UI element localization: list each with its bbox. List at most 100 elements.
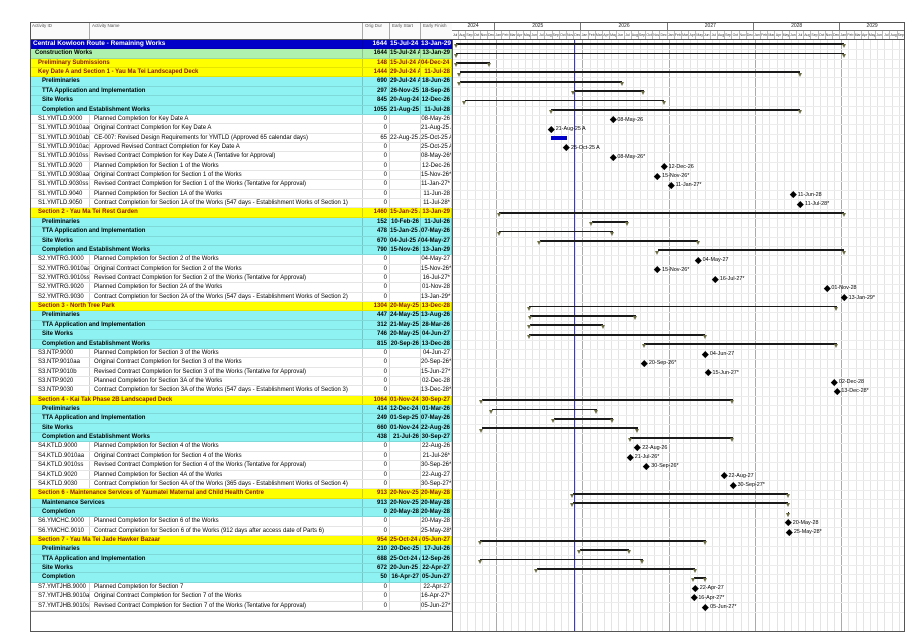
- summary-bar[interactable]: [573, 90, 644, 92]
- table-row[interactable]: S1.YMTLD.9040 Planned Completion for Sect…: [30, 189, 452, 200]
- table-row[interactable]: Construction Works 1644 15-Jul-24 A 13-Jan-…: [30, 49, 452, 59]
- summary-bar[interactable]: [788, 511, 790, 514]
- table-row[interactable]: Preliminaries 152 10-Feb-26 11-Jul-26: [30, 217, 452, 228]
- summary-bar[interactable]: [481, 427, 638, 430]
- summary-bar[interactable]: [657, 249, 845, 252]
- table-row[interactable]: Site Works 672 20-Jun-25 A 22-Apr-27: [30, 564, 452, 574]
- table-row[interactable]: TTA Application and Implementation 478 15-…: [30, 227, 452, 237]
- milestone-icon[interactable]: [831, 378, 838, 386]
- table-row[interactable]: Preliminary Submissions 148 15-Jul-24 A 04-…: [30, 58, 452, 69]
- table-row[interactable]: Completion 50 16-Apr-27 05-Jun-27: [30, 573, 452, 583]
- milestone-icon[interactable]: [654, 172, 661, 180]
- table-row[interactable]: S1.YMTLD.9030ss Revised Contract Completi…: [30, 180, 452, 190]
- table-row[interactable]: S2.YMTRG.9010ss Revised Contract Completi…: [30, 273, 452, 284]
- table-row[interactable]: S4.KTLD.9020 Planned Completion for Secti…: [30, 470, 452, 480]
- table-row[interactable]: S2.YMTRG.9010aa Original Contract Complet…: [30, 264, 452, 274]
- milestone-icon[interactable]: [702, 350, 709, 358]
- summary-bar[interactable]: [551, 108, 801, 111]
- table-row[interactable]: S3.NTP.9020 Planned Completion for Sectio…: [30, 376, 452, 387]
- milestone-icon[interactable]: [797, 200, 804, 208]
- table-row[interactable]: Preliminaries 414 12-Dec-24 A 01-Mar-26: [30, 405, 452, 415]
- table-row[interactable]: S4.KTLD.9030 Contract Completion for Sect…: [30, 479, 452, 490]
- column-header-early-start[interactable]: Early Start: [390, 22, 421, 39]
- table-row[interactable]: S6.YMCHC.9000 Planned Completion for Sect…: [30, 517, 452, 527]
- table-row[interactable]: Preliminaries 690 29-Jul-24 A 18-Jun-26: [30, 77, 452, 87]
- table-row[interactable]: S1.YMTLD.9050 Contract Completion for Sec…: [30, 199, 452, 209]
- table-row[interactable]: S3.NTP.9030 Contract Completion for Secti…: [30, 386, 452, 396]
- table-row[interactable]: S1.YMTLD.9010ac Approved Revised Contract…: [30, 142, 452, 153]
- summary-bar[interactable]: [499, 230, 613, 233]
- summary-bar[interactable]: [591, 221, 628, 224]
- milestone-icon[interactable]: [654, 266, 661, 273]
- table-row[interactable]: S1.YMTLD.9000 Planned Completion for Key …: [30, 114, 452, 125]
- milestone-icon[interactable]: [694, 256, 702, 264]
- milestone-icon[interactable]: [729, 481, 737, 489]
- table-row[interactable]: S3.NTP.9010aa Original Contract Completio…: [30, 358, 452, 368]
- table-row[interactable]: Site Works 670 04-Jul-25 A 04-May-27: [30, 236, 452, 246]
- summary-bar[interactable]: [480, 539, 706, 542]
- summary-bar[interactable]: [456, 52, 845, 55]
- table-row[interactable]: Central Kowloon Route - Remaining Works 1…: [30, 40, 452, 50]
- milestone-icon[interactable]: [704, 369, 712, 376]
- table-row[interactable]: Completion and Establishment Works 790 15-…: [30, 245, 452, 256]
- table-row[interactable]: Section 7 - Yau Ma Tei Jade Hawker Bazaa…: [30, 536, 452, 546]
- table-row[interactable]: Completion and Establishment Works 1055 21…: [30, 105, 452, 115]
- summary-bar[interactable]: [644, 343, 837, 345]
- summary-bar[interactable]: [491, 408, 597, 411]
- table-row[interactable]: Key Date A and Section 1 - Yau Ma Tei La…: [30, 68, 452, 78]
- table-row[interactable]: TTA Application and Implementation 312 21-…: [30, 320, 452, 331]
- table-row[interactable]: S3.NTP.9000 Planned Completion for Sectio…: [30, 348, 452, 359]
- summary-bar[interactable]: [693, 577, 706, 580]
- table-row[interactable]: S3.NTP.9010b Revised Contract Completion …: [30, 367, 452, 377]
- table-row[interactable]: TTA Application and Implementation 688 25-…: [30, 554, 452, 565]
- table-row[interactable]: S1.YMTLD.9020 Planned Completion for Sect…: [30, 161, 452, 172]
- table-row[interactable]: TTA Application and Implementation 249 01-…: [30, 414, 452, 424]
- table-row[interactable]: Completion and Establishment Works 815 20-…: [30, 339, 452, 349]
- column-header-early-finish[interactable]: Early Finish: [423, 23, 447, 28]
- summary-bar[interactable]: [480, 558, 643, 561]
- summary-bar[interactable]: [464, 99, 665, 102]
- table-row[interactable]: S1.YMTLD.9010aa Original Contract Complet…: [30, 124, 452, 134]
- table-row[interactable]: Section 6 - Maintenance Services of Yaum…: [30, 489, 452, 499]
- summary-bar[interactable]: [481, 399, 734, 402]
- summary-bar[interactable]: [499, 211, 845, 214]
- table-row[interactable]: S4.KTLD.9010ss Revised Contract Completio…: [30, 461, 452, 471]
- summary-bar[interactable]: [529, 324, 604, 327]
- milestone-icon[interactable]: [690, 594, 698, 601]
- summary-bar[interactable]: [539, 240, 699, 242]
- table-row[interactable]: S2.YMTRG.9020 Planned Completion for Sect…: [30, 283, 452, 293]
- table-row[interactable]: TTA Application and Implementation 297 26-…: [30, 86, 452, 97]
- table-row[interactable]: S4.KTLD.9010aa Original Contract Completi…: [30, 451, 452, 462]
- task-bar[interactable]: [551, 136, 567, 141]
- summary-bar[interactable]: [456, 43, 845, 46]
- table-row[interactable]: Completion and Establishment Works 438 21-…: [30, 433, 452, 443]
- summary-bar[interactable]: [459, 71, 801, 74]
- milestone-icon[interactable]: [643, 463, 651, 470]
- summary-bar[interactable]: [572, 493, 789, 495]
- table-row[interactable]: S6.YMCHC.9010 Contract Completion for Sec…: [30, 526, 452, 537]
- milestone-icon[interactable]: [823, 285, 831, 292]
- table-row[interactable]: Section 2 - Yau Ma Tei Rest Garden 1460 15…: [30, 208, 452, 218]
- milestone-icon[interactable]: [712, 275, 719, 283]
- table-row[interactable]: Completion 0 20-May-28 20-May-28: [30, 507, 452, 518]
- table-row[interactable]: S7.YMTJHB.9000 Planned Completion for Sec…: [30, 582, 452, 593]
- milestone-icon[interactable]: [702, 603, 709, 611]
- summary-bar[interactable]: [536, 567, 696, 570]
- summary-bar[interactable]: [529, 333, 706, 336]
- table-row[interactable]: S2.YMTRG.9000 Planned Completion for Sect…: [30, 255, 452, 265]
- table-row[interactable]: Preliminaries 210 20-Dec-25 17-Jul-26: [30, 545, 452, 555]
- table-row[interactable]: S7.YMTJHB.9010aa Original Contract Comple…: [30, 592, 452, 602]
- summary-bar[interactable]: [456, 62, 490, 64]
- column-header-activity-name[interactable]: Activity Name: [90, 22, 363, 39]
- summary-bar[interactable]: [553, 418, 613, 420]
- summary-bar[interactable]: [630, 436, 734, 439]
- table-row[interactable]: S1.YMTLD.9010ss Revised Contract Completi…: [30, 152, 452, 162]
- column-header-duration[interactable]: Orig Dur: [363, 22, 390, 39]
- summary-bar[interactable]: [530, 314, 636, 317]
- summary-bar[interactable]: [529, 305, 837, 308]
- summary-bar[interactable]: [579, 549, 630, 551]
